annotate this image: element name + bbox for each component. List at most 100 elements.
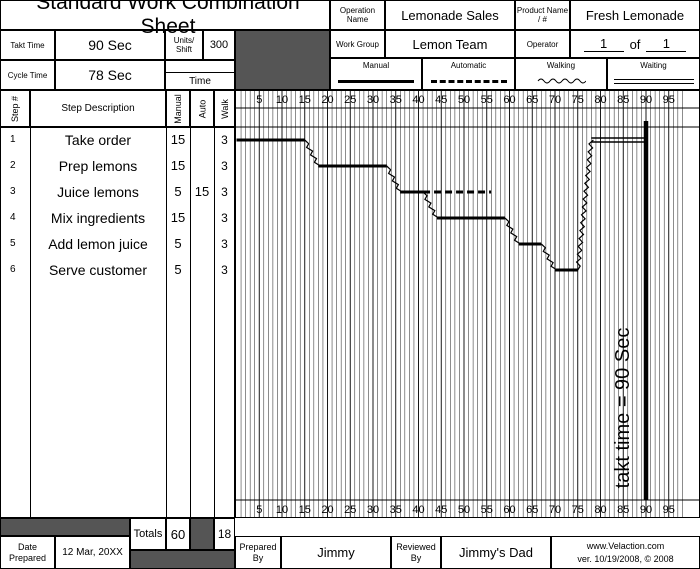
axis-tick-label-top: 75 — [572, 94, 584, 106]
step-manual-time: 15 — [170, 132, 186, 147]
step-description: Juice lemons — [57, 184, 139, 200]
axis-tick-label-top: 90 — [640, 94, 652, 106]
axis-tick-label-bottom: 65 — [526, 504, 538, 516]
step-number: 1 — [10, 134, 16, 145]
product-value: Fresh Lemonade — [570, 0, 700, 30]
step-manual-time: 15 — [170, 158, 186, 173]
axis-tick-label-top: 95 — [663, 94, 675, 106]
axis-tick-label-top: 20 — [321, 94, 333, 106]
totals-label: Totals — [130, 518, 166, 550]
axis-tick-label-bottom: 35 — [390, 504, 402, 516]
axis-tick-label-top: 50 — [458, 94, 470, 106]
step-walk-time: 3 — [221, 159, 228, 173]
axis-tick-label-bottom: 60 — [503, 504, 515, 516]
walk-header: Walk — [214, 90, 235, 127]
takt-label: takt time = 90 Sec — [612, 328, 634, 489]
axis-tick-label-top: 80 — [594, 94, 606, 106]
axis-tick-label-bottom: 90 — [640, 504, 652, 516]
units-value: 300 — [203, 30, 235, 60]
axis-tick-label-bottom: 45 — [435, 504, 447, 516]
axis-tick-label-bottom: 95 — [663, 504, 675, 516]
step-walk-time: 3 — [221, 237, 228, 251]
step-manual-time: 15 — [170, 210, 186, 225]
date-label: Date Prepared — [0, 536, 55, 569]
axis-tick-label-top: 30 — [367, 94, 379, 106]
chart-frame — [235, 90, 700, 518]
walking-segment — [540, 243, 558, 271]
axis-tick-label-top: 40 — [412, 94, 424, 106]
walking-segment — [575, 139, 594, 271]
description-header: Step Description — [30, 90, 166, 127]
step-number: 6 — [10, 264, 16, 275]
axis-tick-label-top: 45 — [435, 94, 447, 106]
time-chart: 5510101515202025253030353540404545505055… — [235, 90, 700, 518]
date-value: 12 Mar, 20XX — [55, 536, 130, 569]
auto-header: Auto — [190, 90, 214, 127]
operator-box: 1 of 1 — [570, 30, 700, 58]
step-auto-time — [190, 127, 214, 153]
axis-tick-label-top: 60 — [503, 94, 515, 106]
credits: www.Velaction.com ver. 10/19/2008, © 200… — [551, 536, 700, 569]
shaded-block — [235, 30, 330, 90]
workgroup-label: Work Group — [330, 30, 385, 58]
total-manual: 60 — [166, 518, 190, 550]
step-manual-time: 5 — [174, 236, 182, 251]
axis-tick-label-top: 10 — [276, 94, 288, 106]
time-label: Time — [165, 72, 235, 90]
step-number: 4 — [10, 212, 16, 223]
step-auto-time — [190, 231, 214, 257]
axis-tick-label-bottom: 15 — [299, 504, 311, 516]
step-number: 2 — [10, 160, 16, 171]
units-label: Units/ Shift — [165, 30, 203, 60]
site-credit: www.Velaction.com — [586, 540, 665, 551]
axis-tick-label-bottom: 20 — [321, 504, 333, 516]
axis-tick-label-top: 5 — [256, 94, 262, 106]
step-description: Mix ingredients — [50, 210, 146, 226]
step-walk-time: 3 — [221, 185, 228, 199]
prepared-value: Jimmy — [281, 536, 391, 569]
axis-tick-label-bottom: 40 — [412, 504, 424, 516]
axis-tick-label-bottom: 70 — [549, 504, 561, 516]
walking-segment — [386, 165, 403, 193]
step-manual-time: 5 — [174, 184, 182, 199]
operation-label: Operation Name — [330, 0, 385, 30]
step-auto-time — [190, 205, 214, 231]
step-number: 5 — [10, 238, 16, 249]
axis-tick-label-bottom: 85 — [617, 504, 629, 516]
legend-manual: Manual — [330, 58, 422, 90]
step-auto-time — [190, 257, 214, 283]
version-credit: ver. 10/19/2008, © 2008 — [577, 553, 674, 564]
axis-tick-label-bottom: 5 — [256, 504, 262, 516]
operator-label: Operator — [515, 30, 570, 58]
reviewed-label: Reviewed By — [391, 536, 441, 569]
axis-tick-label-top: 70 — [549, 94, 561, 106]
axis-tick-label-top: 55 — [481, 94, 493, 106]
cycle-value: 78 Sec — [55, 60, 165, 90]
walking-segment — [422, 191, 440, 219]
walking-segment — [504, 217, 521, 245]
reviewed-value: Jimmy's Dad — [441, 536, 551, 569]
sheet-title: Standard Work Combination Sheet — [0, 0, 330, 38]
step-description: Add lemon juice — [48, 236, 148, 252]
walking-line-sample — [537, 78, 586, 84]
step-description: Prep lemons — [58, 158, 138, 174]
axis-tick-label-top: 65 — [526, 94, 538, 106]
axis-tick-label-bottom: 30 — [367, 504, 379, 516]
prepared-label: Prepared By — [235, 536, 281, 569]
step-auto-time — [190, 153, 214, 179]
operator-total: 1 — [646, 36, 687, 52]
legend-walking: Walking — [515, 58, 607, 90]
product-label: Product Name / # — [515, 0, 570, 30]
step-number: 3 — [10, 186, 16, 197]
axis-tick-label-top: 15 — [299, 94, 311, 106]
operation-value: Lemonade Sales — [385, 0, 515, 30]
axis-tick-label-bottom: 75 — [572, 504, 584, 516]
step-walk-time: 3 — [221, 133, 228, 147]
step-table — [0, 127, 235, 518]
workgroup-value: Lemon Team — [385, 30, 515, 58]
manual-header: Manual — [166, 90, 190, 127]
waiting-line-sample — [613, 79, 694, 84]
step-description: Take order — [64, 132, 132, 148]
total-walk: 18 — [214, 518, 235, 550]
